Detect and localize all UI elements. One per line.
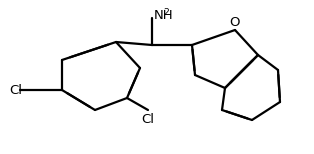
Text: Cl: Cl (9, 83, 22, 97)
Text: Cl: Cl (142, 113, 154, 126)
Text: 2: 2 (163, 8, 169, 17)
Text: NH: NH (154, 8, 174, 22)
Text: O: O (230, 16, 240, 29)
